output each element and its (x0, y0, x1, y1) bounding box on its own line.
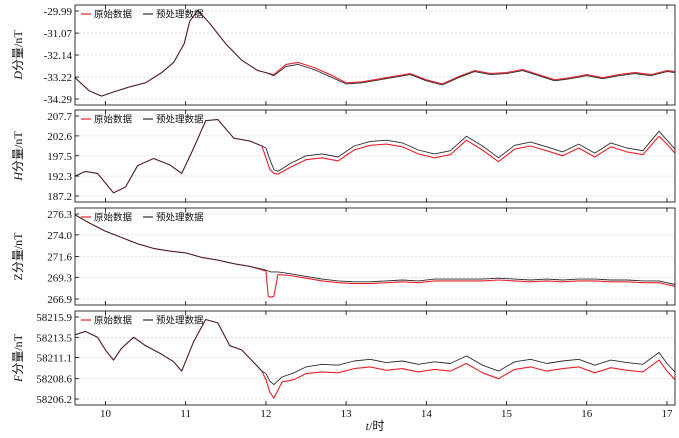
y-tick-label: 266.9 (47, 294, 72, 306)
legend-raw-label: 原始数据 (94, 212, 133, 224)
x-axis-label: t/时 (366, 419, 385, 433)
x-tick-label: 12 (260, 408, 271, 420)
x-axis-ticks: 10 11 12 13 14 15 16 17 (100, 408, 673, 420)
y-tick-label: 269.3 (47, 272, 72, 284)
series-processed-line (74, 119, 676, 194)
y-tick-label: 207.7 (47, 111, 72, 123)
panel-f-frame (74, 310, 676, 406)
legend-processed-label: 预处理数据 (156, 114, 204, 126)
series-processed-line (74, 9, 676, 97)
panel-h: 207.7 202.6 197.5 192.3 187.2 H分量/nT 原始数据 预处… (11, 109, 676, 203)
y-tick-label: -32.14 (44, 50, 73, 62)
y-tick-label: 192.3 (47, 171, 72, 183)
legend-raw-label: 原始数据 (94, 315, 133, 327)
y-tick-label: -33.22 (44, 72, 72, 84)
panel-f-ylabel-rest: 分量/nT (11, 333, 25, 374)
y-tick-label: 197.5 (47, 151, 72, 163)
x-tick-label: 15 (501, 408, 513, 420)
y-tick-label: 187.2 (47, 191, 72, 203)
y-tick-label: 271.6 (47, 252, 72, 264)
series-raw-line (74, 214, 676, 298)
y-tick-label: 58213.5 (36, 332, 72, 344)
panel-d-ylabel-italic: D (11, 71, 25, 81)
y-tick-label: 58215.9 (36, 312, 72, 324)
panel-z-ylabel-rest: Z分量/nT (11, 232, 25, 281)
panel-z-ylabel: Z分量/nT (11, 232, 25, 281)
y-tick-label: -34.29 (44, 94, 73, 106)
x-axis-label-rest: /时 (369, 419, 384, 433)
panel-h-legend: 原始数据 预处理数据 (81, 114, 204, 126)
legend-processed-label: 预处理数据 (156, 9, 204, 21)
panel-z: 276.3 274.0 271.6 269.3 266.9 Z分量/nT 原始数据 预处… (11, 207, 676, 306)
legend-raw-label: 原始数据 (94, 9, 133, 21)
x-tick-label: 16 (581, 408, 593, 420)
legend-raw-label: 原始数据 (94, 114, 133, 126)
x-axis-label-italic: t (366, 419, 370, 433)
panel-f-legend: 原始数据 预处理数据 (81, 315, 204, 327)
x-tick-label: 14 (421, 408, 433, 420)
series-raw-line (74, 118, 676, 194)
x-tick-label: 11 (180, 408, 191, 420)
y-tick-label: 202.6 (47, 131, 72, 143)
panel-h-ylabel: H分量/nT (11, 131, 25, 182)
panel-d: -29.99 -31.07 -32.14 -33.22 -34.29 D分量/nT 原始… (11, 4, 676, 106)
panel-f-ylabel-italic: F (11, 374, 25, 383)
y-tick-label: 58206.2 (36, 394, 72, 406)
panel-h-ylabel-rest: 分量/nT (11, 131, 25, 172)
x-tick-label: 10 (100, 408, 112, 420)
series-processed-line (74, 319, 676, 386)
panel-d-ylabel: D分量/nT (11, 30, 25, 81)
x-tick-label: 13 (341, 408, 353, 420)
y-tick-label: -29.99 (44, 6, 73, 18)
panel-d-legend: 原始数据 预处理数据 (81, 9, 204, 21)
x-tick-label: 17 (661, 408, 673, 420)
panel-f-ylabel: F分量/nT (11, 333, 25, 383)
y-tick-label: 58208.6 (36, 374, 72, 386)
panel-d-ylabel-rest: 分量/nT (11, 30, 25, 71)
legend-processed-label: 预处理数据 (156, 315, 204, 327)
legend-processed-label: 预处理数据 (156, 212, 204, 224)
y-tick-label: 276.3 (47, 209, 72, 221)
y-tick-label: 274.0 (47, 230, 72, 242)
series-processed-line (74, 214, 676, 285)
panel-h-ylabel-italic: H (11, 171, 25, 182)
y-tick-label: -31.07 (44, 28, 73, 40)
panel-f: 58215.9 58213.5 58211.1 58208.6 58206.2 F分量/… (11, 310, 676, 406)
panel-z-legend: 原始数据 预处理数据 (81, 212, 204, 224)
series-raw-line (74, 318, 676, 399)
series-raw-line (74, 9, 676, 97)
y-tick-label: 58211.1 (37, 353, 72, 365)
